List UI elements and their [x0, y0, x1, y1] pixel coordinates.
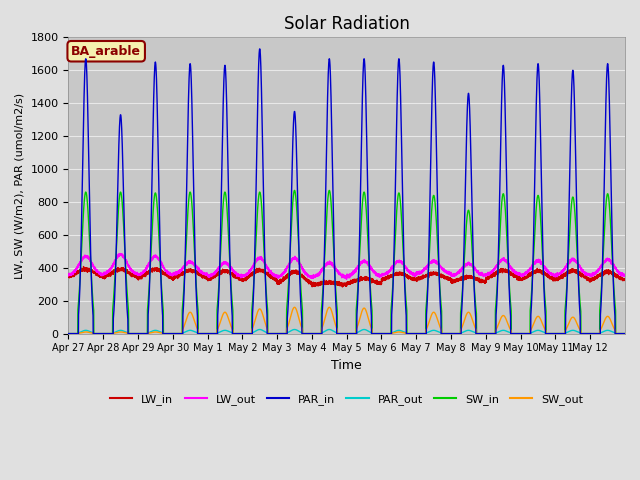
PAR_in — [621, 331, 629, 336]
PAR_out — [550, 331, 557, 336]
LW_in — [483, 276, 490, 282]
Line: PAR_out: PAR_out — [68, 329, 625, 334]
LW_in — [80, 264, 88, 269]
LW_in — [621, 277, 629, 283]
PAR_in — [256, 46, 264, 52]
SW_in — [314, 331, 322, 336]
SW_in — [550, 331, 557, 336]
LW_in — [550, 278, 557, 284]
LW_in — [84, 265, 92, 271]
PAR_in — [483, 331, 490, 336]
LW_out — [621, 273, 629, 279]
Line: LW_in: LW_in — [68, 266, 625, 287]
SW_out — [84, 329, 92, 335]
SW_in — [236, 331, 243, 336]
LW_out — [483, 272, 490, 277]
SW_in — [65, 331, 72, 336]
LW_in — [339, 284, 346, 290]
SW_out — [65, 331, 72, 336]
LW_out — [65, 272, 72, 278]
SW_in — [84, 207, 92, 213]
Line: PAR_in: PAR_in — [68, 49, 625, 334]
PAR_out — [84, 328, 92, 334]
SW_out — [291, 304, 298, 310]
LW_out — [209, 271, 216, 276]
PAR_out — [256, 326, 264, 332]
PAR_out — [314, 331, 322, 336]
LW_out — [550, 272, 557, 278]
Line: SW_out: SW_out — [68, 307, 625, 334]
PAR_out — [236, 331, 243, 336]
LW_out — [116, 251, 124, 256]
SW_out — [209, 331, 216, 336]
Legend: LW_in, LW_out, PAR_in, PAR_out, SW_in, SW_out: LW_in, LW_out, PAR_in, PAR_out, SW_in, S… — [106, 390, 588, 409]
LW_in — [314, 282, 322, 288]
PAR_in — [84, 113, 92, 119]
SW_out — [483, 331, 490, 336]
LW_out — [84, 255, 92, 261]
PAR_out — [621, 331, 629, 336]
Line: SW_in: SW_in — [68, 191, 625, 334]
SW_in — [483, 331, 490, 336]
LW_out — [236, 272, 243, 278]
SW_out — [621, 331, 629, 336]
LW_in — [65, 273, 72, 279]
LW_in — [236, 276, 243, 281]
PAR_in — [209, 331, 216, 336]
Line: LW_out: LW_out — [68, 253, 625, 279]
PAR_in — [65, 331, 72, 336]
SW_in — [621, 331, 629, 336]
Title: Solar Radiation: Solar Radiation — [284, 15, 410, 33]
SW_in — [291, 188, 298, 193]
SW_out — [550, 331, 557, 336]
PAR_in — [236, 331, 243, 336]
PAR_out — [483, 331, 490, 336]
PAR_out — [65, 331, 72, 336]
LW_in — [209, 274, 216, 280]
LW_out — [342, 276, 350, 282]
PAR_in — [550, 331, 557, 336]
PAR_in — [314, 331, 322, 336]
SW_out — [314, 331, 322, 336]
SW_in — [209, 331, 216, 336]
PAR_out — [209, 331, 216, 336]
Text: BA_arable: BA_arable — [71, 45, 141, 58]
Y-axis label: LW, SW (W/m2), PAR (umol/m2/s): LW, SW (W/m2), PAR (umol/m2/s) — [15, 93, 25, 278]
X-axis label: Time: Time — [332, 359, 362, 372]
LW_out — [314, 271, 322, 276]
SW_out — [236, 331, 243, 336]
